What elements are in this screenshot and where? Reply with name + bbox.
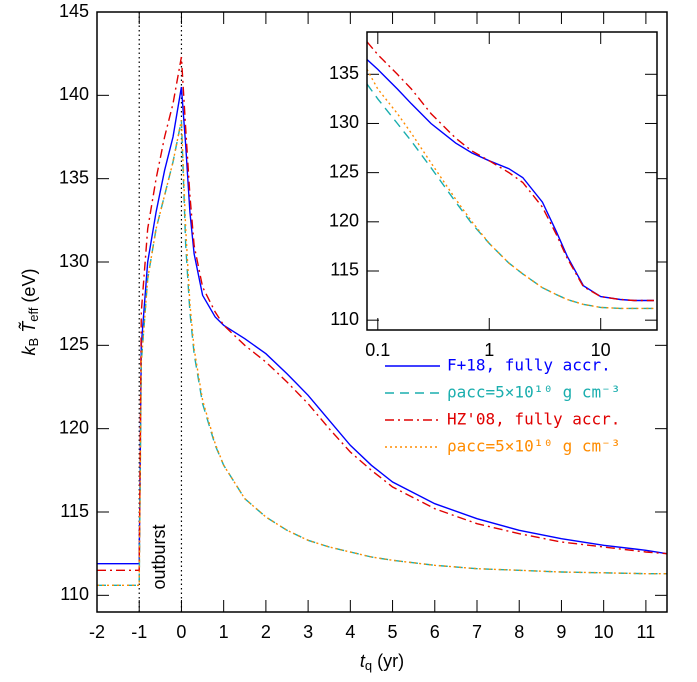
y-tick-label: 145	[59, 1, 89, 21]
x-axis-label-part: q	[365, 658, 372, 673]
y-axis-label-part: k	[19, 345, 39, 355]
x-tick-label: 9	[556, 622, 566, 642]
y-axis-label-part: eff	[26, 307, 41, 322]
y-tick-label: 130	[59, 251, 89, 271]
y-tick-label: 125	[59, 334, 89, 354]
x-tick-label: -2	[89, 622, 105, 642]
x-tick-label: 11	[637, 622, 656, 642]
x-tick-label: -1	[131, 622, 147, 642]
x-tick-label: 1	[484, 340, 494, 360]
x-tick-label: 0	[176, 622, 186, 642]
y-axis-label-part: B	[26, 338, 41, 347]
y-tick-label: 130	[329, 112, 359, 132]
plot-frame	[96, 11, 668, 613]
legend-label: ρacc=5×10¹⁰ g cm⁻³	[447, 383, 620, 402]
x-tick-label: 10	[594, 622, 614, 642]
x-axis-label-part: t	[360, 651, 366, 671]
y-tick-label: 110	[330, 309, 359, 329]
inset-background	[367, 32, 657, 330]
y-axis-label: kB T̃eff (eV)	[18, 269, 42, 356]
y-tick-label: 140	[59, 84, 89, 104]
x-tick-label: 0.1	[365, 340, 390, 360]
x-tick-label: 7	[472, 622, 482, 642]
legend-label: ρacc=5×10¹⁰ g cm⁻³	[447, 437, 620, 456]
annotation: outburst	[149, 524, 169, 589]
plot-frame	[366, 31, 658, 331]
x-tick-label: 4	[345, 622, 355, 642]
y-axis-label-part: T̃	[18, 320, 39, 333]
y-tick-label: 135	[329, 63, 359, 83]
x-tick-label: 10	[591, 340, 611, 360]
x-tick-label: 6	[430, 622, 440, 642]
x-tick-label: 8	[514, 622, 524, 642]
x-tick-label: 3	[303, 622, 313, 642]
y-tick-label: 115	[60, 501, 89, 521]
y-tick-label: 110	[60, 584, 89, 604]
series-line	[97, 120, 667, 586]
series-line	[367, 41, 654, 302]
y-tick-label: 125	[329, 161, 359, 181]
x-tick-label: 5	[388, 622, 398, 642]
series-line	[97, 56, 667, 571]
legend-label: HZ'08, fully accr.	[447, 410, 620, 429]
x-tick-label: 1	[219, 622, 229, 642]
series-line	[97, 86, 667, 565]
y-tick-label: 115	[330, 260, 359, 280]
main-plot: -2 -1 0 1 2 3 4 5 6 7 8 9 10 111101151201251301351401…	[18, 1, 668, 674]
x-tick-label: 2	[261, 622, 271, 642]
legend-label: F+18, fully accr.	[447, 356, 611, 375]
x-axis-label: tq (yr)	[360, 651, 404, 674]
y-tick-label: 120	[59, 417, 89, 437]
series-line	[367, 83, 654, 310]
x-axis-label-part: (yr)	[377, 651, 404, 671]
y-axis-label-part: (eV)	[19, 269, 39, 303]
y-tick-label: 135	[59, 167, 89, 187]
y-tick-label: 120	[329, 211, 359, 231]
